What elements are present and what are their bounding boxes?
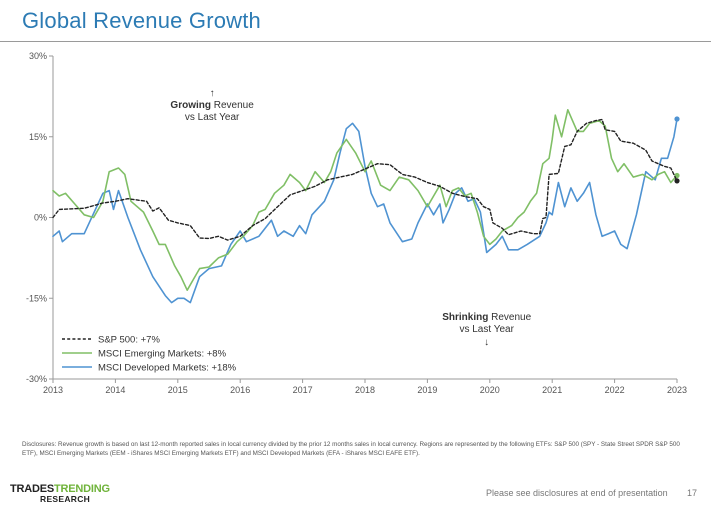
trades-trending-research-logo: TRADESTRENDING RESEARCH bbox=[10, 483, 140, 509]
annotation-arrow: ↓ bbox=[484, 337, 489, 348]
y-tick-label: -15% bbox=[26, 293, 47, 303]
x-tick-label: 2019 bbox=[417, 385, 437, 395]
x-tick-label: 2020 bbox=[480, 385, 500, 395]
annotation-bold-word: Shrinking bbox=[442, 312, 488, 323]
footer-disclosure-note: Please see disclosures at end of present… bbox=[486, 488, 668, 498]
series-end-marker-2 bbox=[674, 116, 680, 122]
title-divider bbox=[0, 41, 711, 42]
legend-label-2: MSCI Developed Markets: +18% bbox=[98, 363, 237, 374]
y-axis: 30% 15% 0% -15% -30% bbox=[26, 51, 54, 384]
series-line-0 bbox=[52, 118, 678, 241]
series-layer bbox=[52, 109, 680, 304]
annotation-line2: vs Last Year bbox=[185, 112, 240, 123]
x-tick-label: 2013 bbox=[43, 385, 63, 395]
y-tick-label: 15% bbox=[29, 132, 47, 142]
page-title: Global Revenue Growth bbox=[22, 8, 261, 33]
annotation-line2: vs Last Year bbox=[459, 324, 514, 335]
x-axis: 2013 2014 2015 2016 2017 2018 2019 2020 2021 2022… bbox=[43, 378, 687, 395]
x-tick-label: 2018 bbox=[355, 385, 375, 395]
revenue-growth-chart: 30%15%0%-15%-30% 2013 2014 2015 2016 2017 201… bbox=[26, 51, 687, 395]
annotation-rest: Revenue bbox=[211, 100, 254, 111]
y-tick-label: -30% bbox=[26, 374, 47, 384]
x-tick-label: 2015 bbox=[168, 385, 188, 395]
legend-label-0: S&P 500: +7% bbox=[98, 335, 160, 346]
annotation-bold-word: Growing bbox=[170, 100, 211, 111]
annotation-line1: Shrinking Revenue bbox=[442, 312, 531, 323]
legend: S&P 500: +7% MSCI Emerging Markets: +8% MS… bbox=[62, 335, 237, 374]
annotation-rest: Revenue bbox=[488, 312, 531, 323]
y-tick-label: 30% bbox=[29, 51, 47, 61]
x-tick-label: 2023 bbox=[667, 385, 687, 395]
logo-word-trades: TRADES bbox=[10, 483, 55, 495]
page-number: 17 bbox=[687, 488, 698, 498]
x-tick-label: 2022 bbox=[605, 385, 625, 395]
annotation-line1: Growing Revenue bbox=[170, 100, 254, 111]
logo-word-research: RESEARCH bbox=[40, 494, 91, 504]
series-line-2 bbox=[52, 118, 678, 304]
annotation-arrow: ↑ bbox=[210, 88, 215, 99]
x-tick-label: 2017 bbox=[293, 385, 313, 395]
legend-label-1: MSCI Emerging Markets: +8% bbox=[98, 349, 227, 360]
x-tick-label: 2016 bbox=[230, 385, 250, 395]
series-end-marker-0 bbox=[674, 178, 680, 184]
y-tick-label: 0% bbox=[34, 213, 47, 223]
logo-word-trending: TRENDING bbox=[54, 483, 110, 495]
x-tick-label: 2014 bbox=[105, 385, 125, 395]
x-tick-label: 2021 bbox=[542, 385, 562, 395]
disclosures-text: Disclosures: Revenue growth is based on … bbox=[22, 441, 680, 458]
